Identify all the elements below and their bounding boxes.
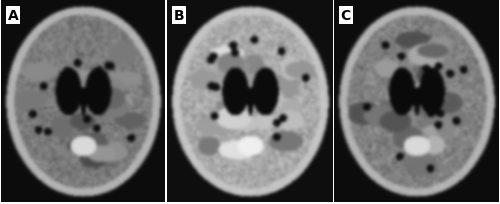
Text: C: C <box>340 9 351 23</box>
Text: B: B <box>174 9 184 23</box>
Text: A: A <box>8 9 18 23</box>
